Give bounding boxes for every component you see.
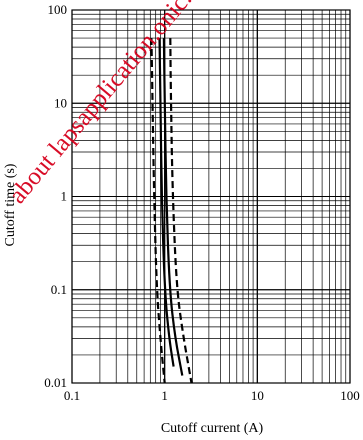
grid [71, 9, 351, 384]
x-tick-label: 100 [340, 388, 360, 403]
x-tick-label: 10 [251, 388, 264, 403]
y-tick-label: 100 [48, 2, 68, 17]
x-axis-label: Cutoff current (A) [161, 421, 264, 436]
y-tick-label: 0.01 [44, 375, 67, 390]
series-line-4 [169, 38, 193, 384]
x-tick-label: 0.1 [64, 388, 80, 403]
y-tick-label: 0.1 [51, 282, 67, 297]
plot-frame [71, 9, 351, 384]
x-tick-labels: 0.1 1 10 100 [64, 388, 360, 403]
x-tick-label: 1 [161, 388, 168, 403]
watermark: about lapsapplication.onic.net/sci/c [4, 0, 251, 209]
series-line-1 [150, 38, 166, 384]
series-line-3 [162, 38, 184, 376]
series-line-2 [158, 38, 175, 367]
series-group [150, 38, 193, 384]
y-tick-label: 10 [54, 95, 67, 110]
y-tick-label: 1 [61, 189, 68, 204]
y-tick-labels: 0.01 0.1 1 10 100 [44, 2, 67, 390]
y-axis-label: Cutoff time (s) [3, 163, 18, 246]
